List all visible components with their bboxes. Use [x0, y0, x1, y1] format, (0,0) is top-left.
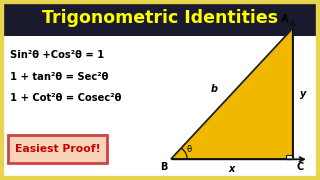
Text: B: B	[160, 161, 168, 172]
Text: x: x	[229, 164, 235, 174]
Bar	[3, 1, 317, 36]
Text: A: A	[281, 14, 289, 24]
Text: Easiest Proof!: Easiest Proof!	[15, 144, 100, 154]
Text: b: b	[211, 84, 218, 94]
Text: C: C	[296, 161, 303, 172]
Text: Trigonometric Identities: Trigonometric Identities	[42, 9, 278, 27]
Polygon shape	[286, 155, 293, 159]
Text: y: y	[300, 89, 306, 99]
Text: 1 + Cot²θ = Cosec²θ: 1 + Cot²θ = Cosec²θ	[10, 93, 121, 103]
Text: Sin²θ +Cos²θ = 1: Sin²θ +Cos²θ = 1	[10, 50, 104, 60]
Polygon shape	[171, 28, 293, 159]
FancyBboxPatch shape	[8, 135, 107, 163]
Text: θ: θ	[186, 145, 191, 154]
Text: 1 + tan²θ = Sec²θ: 1 + tan²θ = Sec²θ	[10, 71, 108, 82]
